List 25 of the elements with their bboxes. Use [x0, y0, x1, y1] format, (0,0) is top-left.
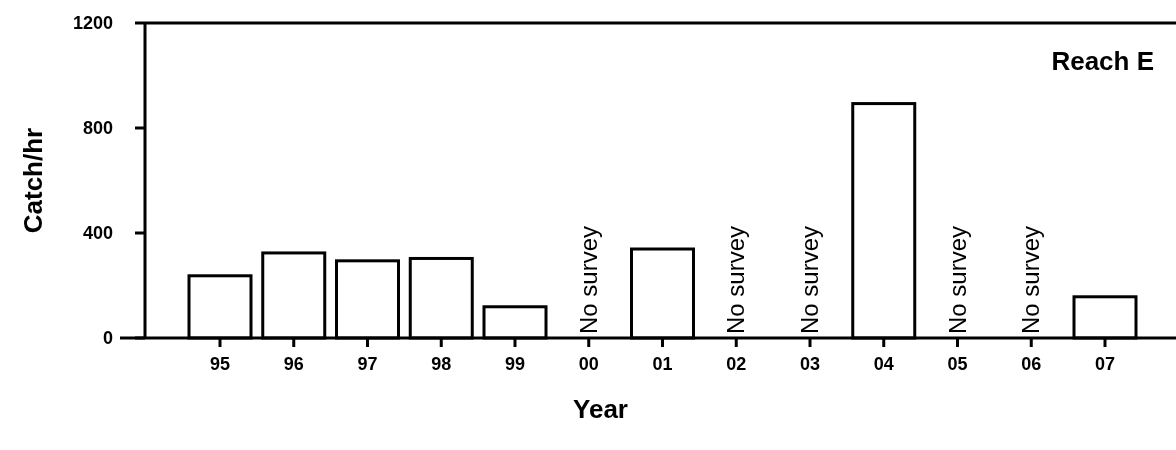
x-tick-label: 05: [947, 354, 968, 374]
x-tick-label: 99: [504, 354, 526, 374]
y-tick-label: 1200: [72, 13, 113, 34]
annotation: No survey: [574, 225, 602, 334]
y-axis-title: Catch/hr: [18, 127, 48, 234]
x-tick-label: 98: [431, 354, 452, 374]
x-tick-label: 01: [652, 354, 673, 374]
annotation: No survey: [1017, 225, 1045, 334]
y-tick-label: 0: [102, 328, 113, 349]
x-tick-label: 06: [1021, 354, 1042, 374]
x-tick-label: 07: [1094, 354, 1116, 374]
y-tick-label: 800: [82, 118, 113, 139]
annotation: No survey: [722, 225, 750, 334]
x-tick-label: 03: [799, 354, 821, 374]
text: Reach E: [1051, 46, 1154, 76]
y-tick-label: 400: [82, 223, 113, 244]
x-tick-label: 96: [283, 354, 304, 374]
x-tick-label: 00: [578, 354, 599, 374]
x-tick-label: 97: [357, 354, 378, 374]
x-tick-label: 02: [726, 354, 747, 374]
x-tick-label: 04: [873, 354, 894, 374]
annotation: No survey: [796, 225, 823, 334]
x-axis-title: Year: [573, 394, 628, 424]
annotation: No survey: [943, 225, 971, 334]
x-tick-label: 95: [209, 354, 231, 374]
